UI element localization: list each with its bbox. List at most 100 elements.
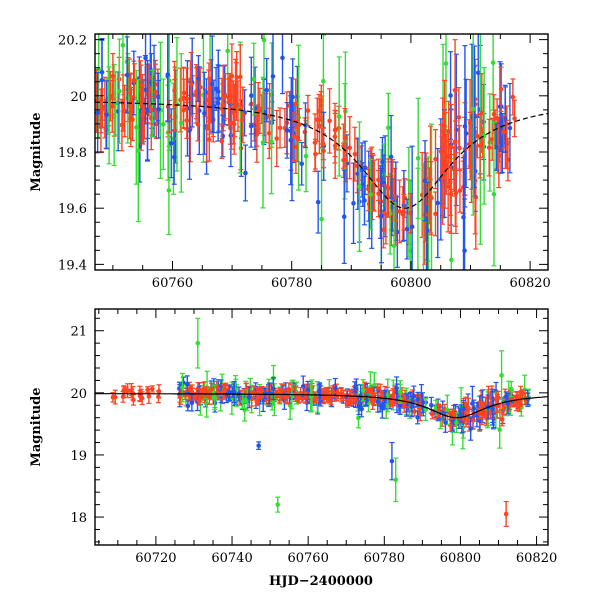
data-point bbox=[359, 142, 365, 198]
data-point bbox=[497, 410, 503, 449]
data-point bbox=[461, 157, 467, 270]
data-point bbox=[178, 53, 184, 193]
data-point bbox=[448, 103, 454, 190]
x-tick-label: 60800 bbox=[440, 551, 481, 566]
data-point bbox=[131, 63, 137, 99]
data-point bbox=[145, 386, 151, 394]
data-point bbox=[312, 138, 318, 170]
x-tick-label: 60780 bbox=[364, 551, 405, 566]
data-point bbox=[242, 144, 248, 202]
data-point bbox=[258, 386, 264, 398]
data-point bbox=[269, 89, 275, 195]
data-point bbox=[189, 393, 195, 412]
data-point bbox=[229, 43, 235, 109]
data-point bbox=[474, 113, 480, 159]
bottom-ticks: 60720 60740 60760 60780 60800 60820 18 19 20 21 bbox=[70, 309, 557, 566]
data-point bbox=[503, 500, 509, 527]
data-point bbox=[397, 380, 403, 404]
y-tick-label: 18 bbox=[70, 511, 87, 526]
data-point bbox=[201, 71, 207, 155]
data-point bbox=[305, 380, 311, 400]
x-tick-label: 60820 bbox=[516, 551, 557, 566]
data-point bbox=[152, 63, 158, 121]
data-point bbox=[409, 145, 415, 270]
data-point bbox=[128, 382, 134, 399]
data-point bbox=[436, 403, 442, 418]
data-point bbox=[505, 392, 511, 415]
bottom-model-curve bbox=[95, 393, 548, 419]
x-tick-label: 60760 bbox=[287, 551, 328, 566]
data-point bbox=[347, 116, 353, 180]
data-point bbox=[409, 396, 415, 418]
x-axis-label: HJD−2400000 bbox=[269, 574, 373, 589]
data-point bbox=[270, 377, 276, 401]
data-point bbox=[231, 381, 237, 404]
data-point bbox=[122, 84, 128, 138]
data-point bbox=[299, 141, 305, 186]
data-point bbox=[415, 410, 421, 425]
data-point bbox=[104, 80, 110, 150]
data-point bbox=[385, 92, 391, 163]
data-point bbox=[257, 87, 263, 134]
data-point bbox=[507, 82, 513, 174]
data-point bbox=[452, 120, 458, 227]
data-point bbox=[179, 372, 185, 403]
data-point bbox=[284, 102, 290, 159]
data-point bbox=[220, 384, 226, 400]
data-point bbox=[338, 387, 344, 400]
data-point bbox=[332, 102, 338, 158]
data-point bbox=[165, 34, 171, 123]
data-point bbox=[315, 170, 321, 234]
data-point bbox=[290, 112, 296, 161]
data-point bbox=[471, 399, 477, 418]
x-tick-label: 60740 bbox=[211, 551, 252, 566]
y-tick-label: 20 bbox=[70, 90, 87, 105]
data-point bbox=[341, 169, 347, 265]
data-point bbox=[393, 457, 399, 503]
data-point bbox=[444, 394, 450, 426]
bottom-plot-frame bbox=[94, 308, 549, 546]
data-point bbox=[251, 42, 257, 116]
data-point bbox=[216, 65, 222, 132]
y-tick-label: 19 bbox=[70, 449, 87, 464]
data-point bbox=[149, 385, 155, 393]
data-point bbox=[350, 162, 356, 245]
y-tick-label: 21 bbox=[70, 325, 87, 340]
data-point bbox=[422, 140, 428, 222]
data-point bbox=[378, 167, 384, 264]
y-tick-label: 20.2 bbox=[58, 34, 87, 49]
data-point bbox=[494, 98, 500, 139]
data-point bbox=[344, 398, 350, 408]
data-point bbox=[233, 62, 239, 121]
data-point bbox=[209, 35, 215, 133]
data-point bbox=[155, 390, 161, 404]
data-point bbox=[470, 34, 476, 216]
data-point bbox=[383, 184, 389, 245]
data-point bbox=[453, 412, 459, 434]
data-point bbox=[391, 202, 397, 270]
data-point bbox=[358, 384, 364, 408]
top-panel-data bbox=[95, 34, 518, 270]
data-point bbox=[462, 198, 468, 270]
y-tick-label: 19.4 bbox=[58, 258, 87, 273]
data-point bbox=[140, 84, 146, 145]
data-point bbox=[286, 382, 292, 396]
data-point bbox=[445, 140, 451, 233]
bottom-y-axis-label: Magnitude bbox=[29, 387, 44, 466]
data-point bbox=[195, 55, 201, 103]
data-point bbox=[148, 95, 154, 125]
data-point bbox=[204, 93, 210, 163]
data-point bbox=[365, 166, 371, 212]
data-point bbox=[368, 158, 374, 231]
data-point bbox=[320, 127, 326, 161]
data-point bbox=[275, 496, 281, 513]
data-point bbox=[401, 193, 407, 231]
data-point bbox=[381, 154, 387, 212]
data-point bbox=[440, 123, 446, 170]
data-point bbox=[508, 381, 514, 398]
data-point bbox=[458, 404, 464, 423]
bottom-panel-data bbox=[110, 317, 532, 527]
data-point bbox=[166, 145, 172, 236]
data-point bbox=[352, 126, 358, 182]
data-point bbox=[316, 93, 322, 129]
